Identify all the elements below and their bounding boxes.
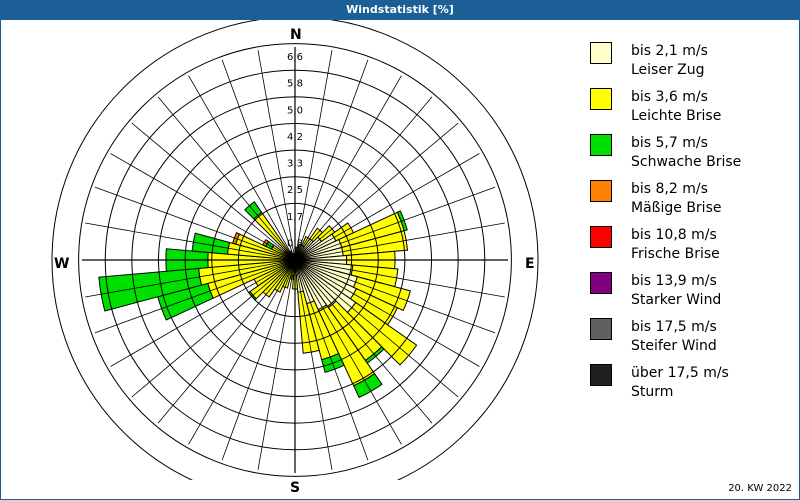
direction-east: E: [525, 256, 535, 272]
legend-swatch: [590, 42, 612, 64]
legend-range: bis 2,1 m/s: [631, 43, 708, 59]
legend-item: bis 8,2 m/s Mäßige Brise: [590, 178, 790, 224]
legend-label: Sturm: [631, 384, 674, 400]
legend-range: bis 17,5 m/s: [631, 319, 717, 335]
week-label: 20. KW 2022: [728, 483, 792, 494]
legend-item: bis 2,1 m/s Leiser Zug: [590, 40, 790, 86]
legend-item: über 17,5 m/s Sturm: [590, 362, 790, 408]
legend-swatch: [590, 180, 612, 202]
wind-sector: [341, 230, 409, 257]
legend-label: Starker Wind: [631, 292, 722, 308]
legend-item: bis 17,5 m/s Steifer Wind: [590, 316, 790, 362]
direction-north: N: [290, 27, 302, 43]
legend-label: Schwache Brise: [631, 154, 742, 170]
legend-range: über 17,5 m/s: [631, 365, 729, 381]
legend-range: bis 3,6 m/s: [631, 89, 708, 105]
direction-west: W: [54, 256, 70, 272]
legend-range: bis 13,9 m/s: [631, 273, 717, 289]
legend-item: bis 13,9 m/s Starker Wind: [590, 270, 790, 316]
legend-item: bis 3,6 m/s Leichte Brise: [590, 86, 790, 132]
legend-item: bis 5,7 m/s Schwache Brise: [590, 132, 790, 178]
radial-tick-label: 5,0: [287, 105, 303, 116]
legend-label: Frische Brise: [631, 246, 720, 262]
direction-south: S: [290, 480, 301, 496]
wind-sector: [98, 267, 203, 312]
radial-tick-label: 4,2: [287, 132, 303, 143]
legend-range: bis 10,8 m/s: [631, 227, 717, 243]
chart-title: Windstatistik [%]: [0, 0, 800, 20]
legend-label: Leiser Zug: [631, 62, 705, 78]
legend-swatch: [590, 318, 612, 340]
wind-sector: [191, 232, 231, 255]
wind-sectors: [98, 201, 418, 399]
radial-tick-label: 2,5: [287, 185, 303, 196]
polar-grid: [51, 20, 539, 480]
legend-range: bis 5,7 m/s: [631, 135, 708, 151]
legend-swatch: [590, 364, 612, 386]
legend-range: bis 8,2 m/s: [631, 181, 708, 197]
legend-label: Leichte Brise: [631, 108, 722, 124]
legend-item: bis 10,8 m/s Frische Brise: [590, 224, 790, 270]
legend-label: Steifer Wind: [631, 338, 717, 354]
radial-tick-label: 1,7: [287, 212, 303, 223]
radial-tick-label: 0,8: [287, 238, 303, 249]
legend-swatch: [590, 88, 612, 110]
legend-swatch: [590, 272, 612, 294]
radial-tick-label: 5,8: [287, 79, 303, 90]
radial-tick-labels: 0,8 1,7 2,5 3,3 4,2 5,0 5,8 6,6: [287, 52, 303, 249]
legend-swatch: [590, 134, 612, 156]
radial-tick-label: 3,3: [287, 159, 303, 170]
legend-swatch: [590, 226, 612, 248]
legend-label: Mäßige Brise: [631, 200, 722, 216]
wind-rose-chart: 0,8 1,7 2,5 3,3 4,2 5,0 5,8 6,6: [51, 20, 539, 480]
radial-tick-label: 6,6: [287, 52, 303, 63]
